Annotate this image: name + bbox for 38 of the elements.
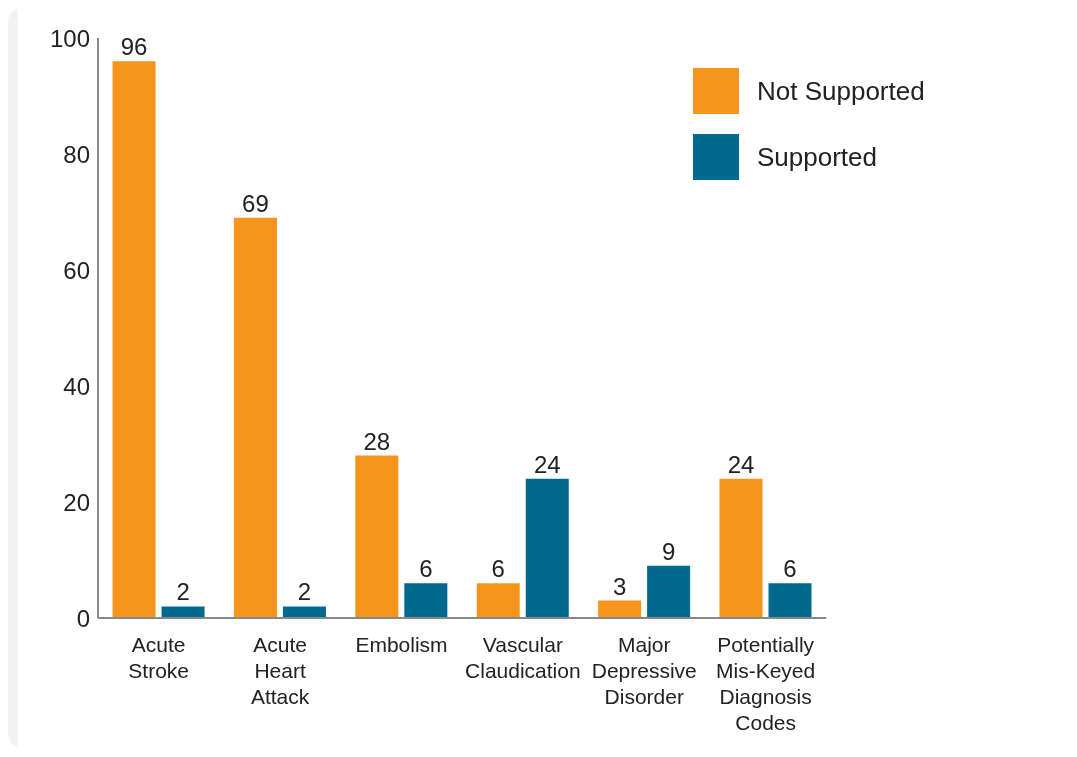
y-tick-label: 60 xyxy=(63,256,90,284)
y-tick-label: 100 xyxy=(49,24,90,52)
bar xyxy=(647,565,691,618)
data-label: 3 xyxy=(612,572,627,600)
legend-label: Supported xyxy=(757,141,877,173)
bar xyxy=(355,455,399,618)
data-label: 2 xyxy=(297,578,312,606)
bar xyxy=(719,478,763,618)
bar xyxy=(768,583,812,618)
x-tick-label: Potentially Mis-Keyed Diagnosis Codes xyxy=(716,633,816,734)
bar xyxy=(282,606,326,618)
data-label: 2 xyxy=(176,578,190,606)
data-label: 9 xyxy=(661,537,676,565)
data-label: 24 xyxy=(533,450,561,478)
x-tick-label: Acute Heart Attack xyxy=(250,633,310,708)
bar xyxy=(161,606,205,618)
y-tick-label: 20 xyxy=(63,488,90,516)
bar xyxy=(233,217,277,618)
bar xyxy=(525,478,569,618)
bar xyxy=(476,583,520,618)
data-label: 6 xyxy=(491,555,505,583)
bar xyxy=(598,600,642,618)
y-tick-label: 0 xyxy=(76,604,90,632)
data-label: 69 xyxy=(242,189,269,217)
x-tick-label: Embolism xyxy=(355,633,448,656)
bar xyxy=(112,61,156,618)
data-label: 6 xyxy=(783,555,797,583)
data-label: 24 xyxy=(727,450,755,478)
data-label: 6 xyxy=(419,555,433,583)
data-label: 28 xyxy=(363,427,391,455)
legend-label: Not Supported xyxy=(757,75,925,107)
bar xyxy=(404,583,448,618)
y-tick-label: 40 xyxy=(63,372,90,400)
y-tick-label: 80 xyxy=(63,140,90,168)
x-tick-label: Major Depressive Disorder xyxy=(591,633,697,708)
x-tick-label: Vascular Claudication xyxy=(465,633,581,682)
x-tick-label: Acute Stroke xyxy=(128,633,190,682)
data-label: 96 xyxy=(120,33,148,61)
